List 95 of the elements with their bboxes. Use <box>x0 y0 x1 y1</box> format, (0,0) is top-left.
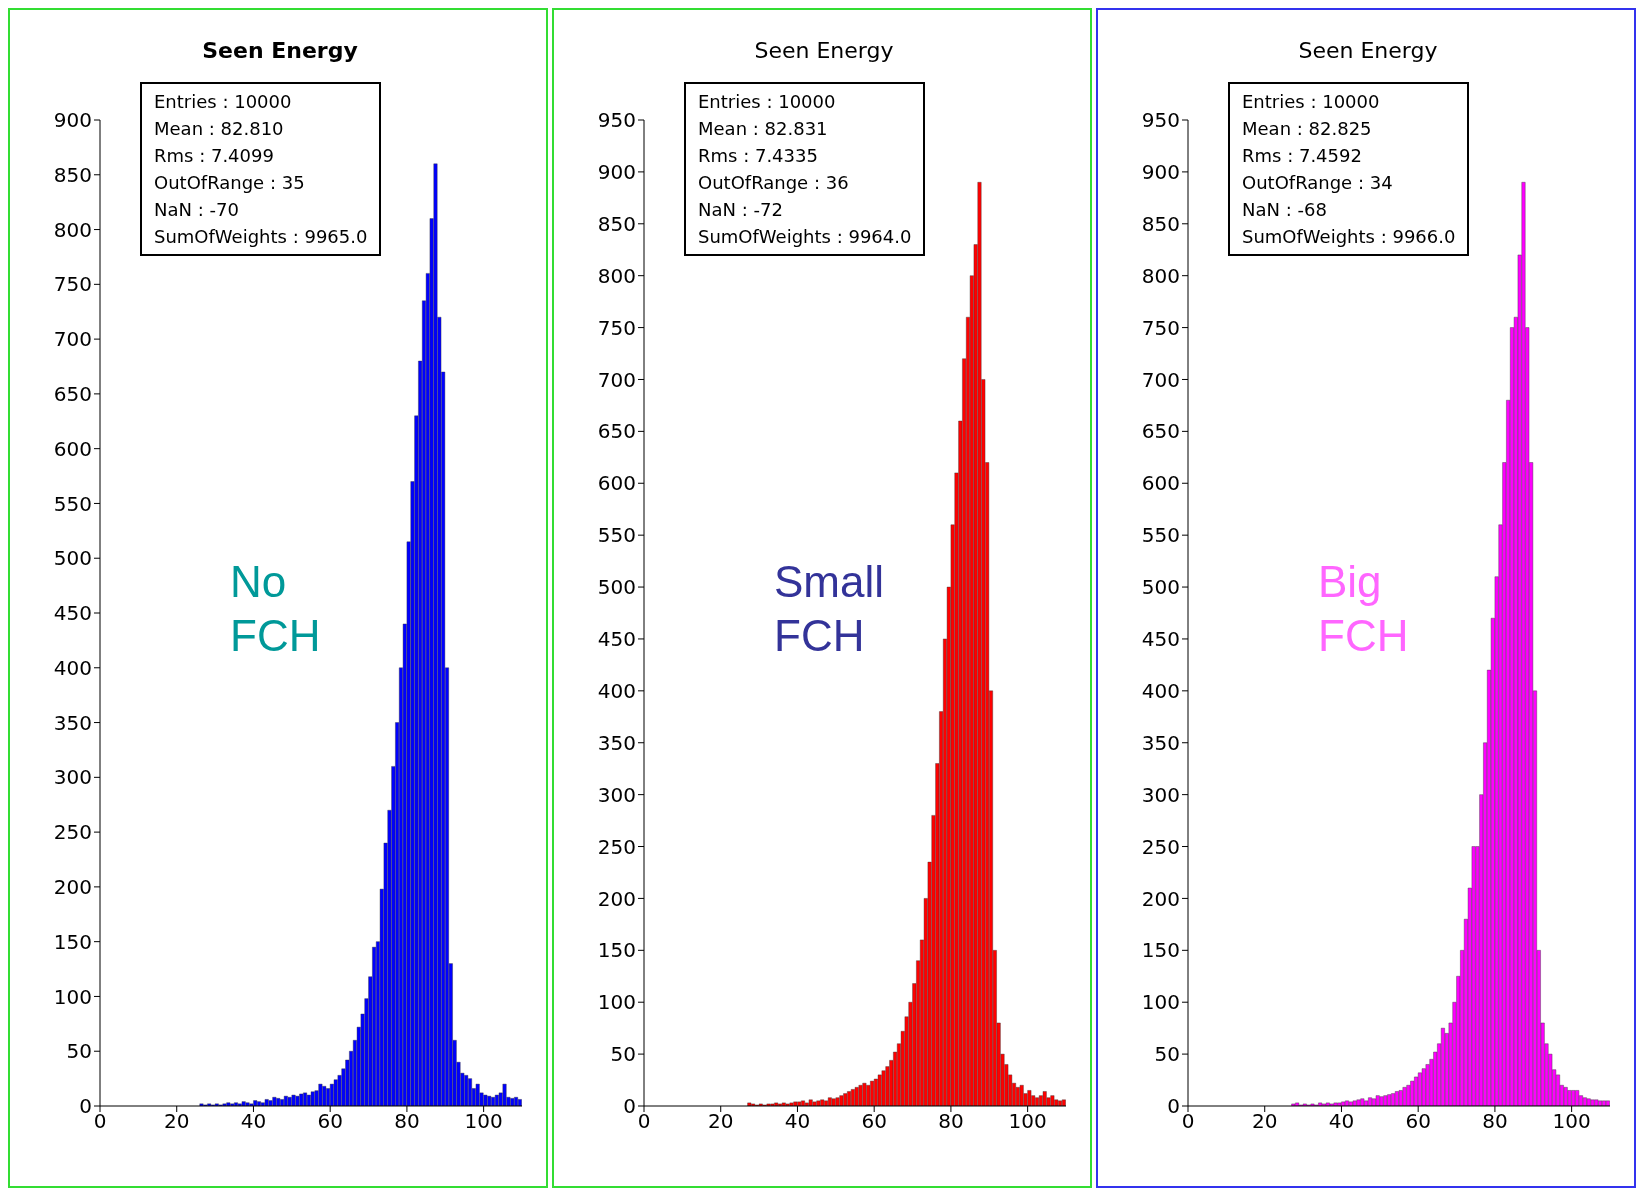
y-tick-label: 200 <box>53 874 92 899</box>
y-tick-label: 600 <box>1141 471 1180 496</box>
text: Entries : 10000 <box>1242 90 1381 114</box>
y-tick-label: 800 <box>1141 263 1180 288</box>
y-tick-label: 250 <box>1141 834 1180 859</box>
y-tick-label: 300 <box>53 765 92 790</box>
y-tick-label: 300 <box>1141 782 1180 807</box>
annotation: Mean : 82.831 <box>698 117 829 141</box>
y-tick-label: 750 <box>1141 315 1180 340</box>
y-tick-label: 550 <box>597 523 636 548</box>
y-tick-label: 200 <box>1141 886 1180 911</box>
y-tick-label: 300 <box>597 782 636 807</box>
y-tick-label: 650 <box>53 381 92 406</box>
x-tick-label: 80 <box>1482 1109 1508 1134</box>
y-tick-label: 950 <box>1141 108 1180 133</box>
y-tick-label: 200 <box>597 886 636 911</box>
y-tick-label: 800 <box>53 217 92 242</box>
annotation: NaN : -68 <box>1242 198 1328 222</box>
y-tick-label: 900 <box>53 108 92 133</box>
x-tick-label: 100 <box>1008 1109 1047 1134</box>
annotation: Big FCH <box>1318 556 1410 662</box>
annotation: Rms : 7.4099 <box>154 144 275 168</box>
y-tick-label: 400 <box>1141 678 1180 703</box>
y-tick-label: 900 <box>597 159 636 184</box>
y-tick-label: 900 <box>1141 159 1180 184</box>
y-tick-label: 600 <box>597 471 636 496</box>
y-tick-label: 550 <box>53 491 92 516</box>
y-tick-label: 800 <box>597 263 636 288</box>
y-tick-label: 100 <box>1141 990 1180 1015</box>
y-tick-label: 600 <box>53 436 92 461</box>
x-tick-label: 60 <box>1405 1109 1431 1134</box>
y-tick-label: 450 <box>1141 627 1180 652</box>
y-tick-label: 350 <box>1141 730 1180 755</box>
annotation: OutOfRange : 35 <box>154 171 306 195</box>
annotation: SumOfWeights : 9965.0 <box>154 225 368 249</box>
y-tick-label: 700 <box>1141 367 1180 392</box>
text: Entries : 10000 <box>154 90 293 114</box>
annotation: NaN : -72 <box>698 198 784 222</box>
x-tick-label: 80 <box>394 1109 420 1134</box>
y-tick-label: 950 <box>597 108 636 133</box>
y-tick-label: 750 <box>53 272 92 297</box>
text: Entries : 10000 <box>698 90 837 114</box>
chart-title: Seen Energy <box>753 38 895 63</box>
x-tick-label: 20 <box>708 1109 734 1134</box>
y-tick-label: 550 <box>1141 523 1180 548</box>
x-tick-label: 100 <box>1552 1109 1591 1134</box>
y-tick-label: 500 <box>597 575 636 600</box>
y-tick-label: 450 <box>53 601 92 626</box>
y-tick-label: 500 <box>1141 575 1180 600</box>
y-tick-label: 150 <box>1141 938 1180 963</box>
y-tick-label: 150 <box>597 938 636 963</box>
annotation: SumOfWeights : 9966.0 <box>1242 225 1456 249</box>
y-tick-label: 650 <box>597 419 636 444</box>
y-tick-label: 650 <box>1141 419 1180 444</box>
y-tick-label: 50 <box>610 1042 636 1067</box>
y-tick-label: 250 <box>53 820 92 845</box>
y-tick-label: 150 <box>53 929 92 954</box>
x-tick-label: 60 <box>861 1109 887 1134</box>
y-tick-label: 850 <box>597 211 636 236</box>
annotation: OutOfRange : 36 <box>698 171 850 195</box>
y-tick-label: 850 <box>1141 211 1180 236</box>
annotation: SumOfWeights : 9964.0 <box>698 225 912 249</box>
annotation: Small FCH <box>774 556 886 662</box>
x-tick-label: 20 <box>164 1109 190 1134</box>
annotation: OutOfRange : 34 <box>1242 171 1394 195</box>
y-tick-label: 750 <box>597 315 636 340</box>
y-tick-label: 50 <box>66 1039 92 1064</box>
y-tick-label: 700 <box>597 367 636 392</box>
annotation: No FCH <box>230 556 322 662</box>
x-tick-label: 40 <box>784 1109 811 1134</box>
y-tick-label: 400 <box>597 678 636 703</box>
y-tick-label: 100 <box>597 990 636 1015</box>
y-tick-label: 50 <box>1154 1042 1180 1067</box>
annotation: Rms : 7.4335 <box>698 144 819 168</box>
y-tick-label: 350 <box>53 710 92 735</box>
annotation: NaN : -70 <box>154 198 240 222</box>
x-tick-label: 40 <box>1328 1109 1355 1134</box>
y-tick-label: 700 <box>53 327 92 352</box>
x-tick-label: 100 <box>464 1109 503 1134</box>
annotation: Mean : 82.810 <box>154 117 285 141</box>
y-tick-label: 250 <box>597 834 636 859</box>
y-tick-label: 350 <box>597 730 636 755</box>
chart-title: Seen Energy <box>201 38 359 63</box>
x-tick-label: 80 <box>938 1109 964 1134</box>
y-tick-label: 450 <box>597 627 636 652</box>
x-tick-label: 60 <box>317 1109 343 1134</box>
y-tick-label: 500 <box>53 546 92 571</box>
y-tick-label: 100 <box>53 984 92 1009</box>
x-tick-label: 40 <box>240 1109 267 1134</box>
x-tick-label: 20 <box>1252 1109 1278 1134</box>
chart-title: Seen Energy <box>1297 38 1439 63</box>
y-tick-label: 400 <box>53 655 92 680</box>
y-tick-label: 850 <box>53 162 92 187</box>
annotation: Rms : 7.4592 <box>1242 144 1363 168</box>
annotation: Mean : 82.825 <box>1242 117 1373 141</box>
